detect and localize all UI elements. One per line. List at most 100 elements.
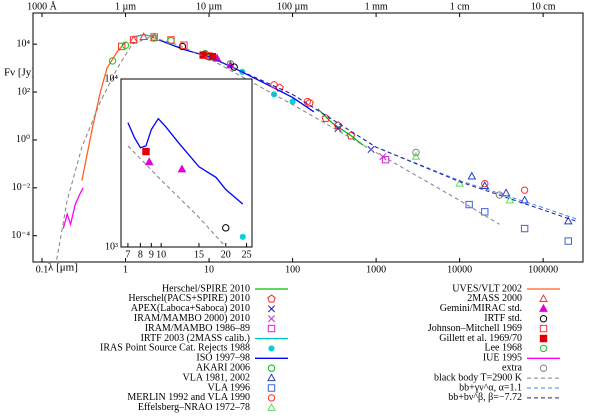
legend-label: bb+γν^α, α=1.1 [459, 382, 522, 393]
legend-label: IRAS Point Source Cat. Rejects 1988 [100, 343, 250, 354]
x2-tick-label: 100 µm [277, 1, 308, 12]
legend-label: IRAM/MAMBO 1986–89 [145, 323, 250, 334]
data-point [139, 32, 149, 41]
legend-symbol [267, 394, 276, 402]
x-tick-label: 25 [242, 249, 252, 260]
data-point [321, 113, 331, 122]
legend-symbol [267, 294, 276, 303]
data-point [564, 237, 572, 245]
data-point [208, 52, 217, 61]
x-tick-label: 0.1 [36, 264, 49, 275]
data-point [129, 35, 138, 43]
data-point [412, 148, 420, 157]
legend-label: IRTF 2003 (2MASS calib.) [141, 333, 250, 344]
x-tick-label: 10 [204, 264, 214, 275]
legend-symbol [267, 324, 276, 333]
legend-label: bb+bν^β, β=−7.72 [448, 392, 522, 403]
data-point [411, 151, 421, 160]
data-point [150, 34, 158, 42]
legend-symbol [539, 334, 548, 343]
data-point [334, 124, 342, 133]
y-tick-label: 10⁻² [12, 182, 30, 193]
data-point [465, 200, 473, 209]
data-point [144, 157, 154, 166]
series-line [81, 41, 126, 181]
data-point [563, 216, 573, 225]
data-point [520, 195, 529, 204]
legend-symbol [539, 324, 548, 333]
x-tick-label: 9 [149, 249, 154, 260]
data-point [480, 181, 490, 190]
data-point [222, 224, 230, 232]
data-point [305, 98, 314, 107]
data-point [505, 195, 515, 204]
legend-symbol [268, 345, 275, 352]
legend-label: IRAM/MAMBO 2000) 2010 [134, 313, 250, 324]
legend-label: Lee 1968 [485, 343, 523, 354]
legend-label: black body T=2900 K [434, 372, 523, 383]
y-tick-label: 10⁴ [17, 38, 31, 49]
legend-symbol [539, 294, 548, 302]
legend-label: Gillett et al. 1969/70 [439, 333, 522, 344]
plot-frame [120, 78, 253, 248]
data-point [270, 81, 278, 89]
x-axis-label: λ [μm] [48, 262, 78, 274]
legend-label: Gemini/MIRAC std. [440, 303, 522, 314]
data-point [455, 178, 464, 187]
legend-symbol [267, 384, 276, 392]
data-point [177, 164, 187, 173]
series-line [127, 145, 227, 248]
x-tick-label: 1 [123, 264, 128, 275]
series-line [208, 56, 577, 222]
y-tick-label: 10⁰ [16, 134, 30, 145]
legend-label: IUE 1995 [483, 353, 522, 364]
legend-label: 2MASS 2000 [467, 293, 522, 304]
x2-tick-label: 10 cm [531, 1, 556, 12]
data-point [481, 208, 489, 216]
series-line [317, 108, 364, 146]
legend-label: Herschel(PACS+SPIRE) 2010 [128, 293, 250, 304]
x2-tick-label: 1000 Å [27, 0, 58, 12]
legend-label: Effelsberg–NRAO 1972–78 [138, 402, 250, 413]
data-point [199, 51, 207, 59]
legend-symbol [539, 303, 548, 312]
series-line [56, 36, 500, 260]
data-point [167, 36, 175, 45]
data-point [481, 179, 489, 188]
legend-label: MERLIN 1992 and VLA 1990 [127, 392, 250, 403]
x-tick-label: 10 [156, 249, 166, 260]
data-point [239, 233, 246, 240]
x2-tick-label: 1 cm [450, 1, 470, 12]
data-point [129, 36, 138, 44]
legend-label: UVES/VLT 2002 [452, 283, 522, 294]
legend-symbol [267, 364, 276, 372]
data-point [142, 147, 150, 156]
x-tick-label: 8 [138, 249, 143, 260]
y-axis-label: Fν [Jy] [4, 67, 35, 79]
x-tick-label: 1000 [366, 264, 386, 275]
legend-label: VLA 1996 [208, 382, 251, 393]
y-tick-label: 10⁻⁴ [11, 230, 30, 241]
data-point [346, 131, 356, 140]
series-line [62, 187, 84, 229]
x-tick-label: 7 [125, 249, 130, 260]
data-point [289, 98, 296, 105]
x-tick-label: 15 [194, 249, 204, 260]
legend-label: extra [502, 362, 523, 373]
legend-symbol [267, 373, 276, 382]
data-point [381, 155, 390, 164]
x-tick-label: 100 [285, 264, 300, 275]
data-point [520, 186, 529, 194]
x-tick-label: 100000 [528, 264, 558, 275]
legend-label: AKARI 2006 [196, 362, 250, 373]
data-point [520, 224, 529, 233]
legend-symbol [267, 315, 276, 323]
series-line [208, 56, 577, 220]
legend-symbol [539, 344, 548, 353]
legend-label: IRTF std. [484, 313, 522, 324]
data-point [108, 57, 117, 65]
data-point [121, 41, 130, 49]
legend-symbol [267, 402, 276, 411]
legend-label: Herschel/SPIRE 2010 [162, 283, 250, 294]
